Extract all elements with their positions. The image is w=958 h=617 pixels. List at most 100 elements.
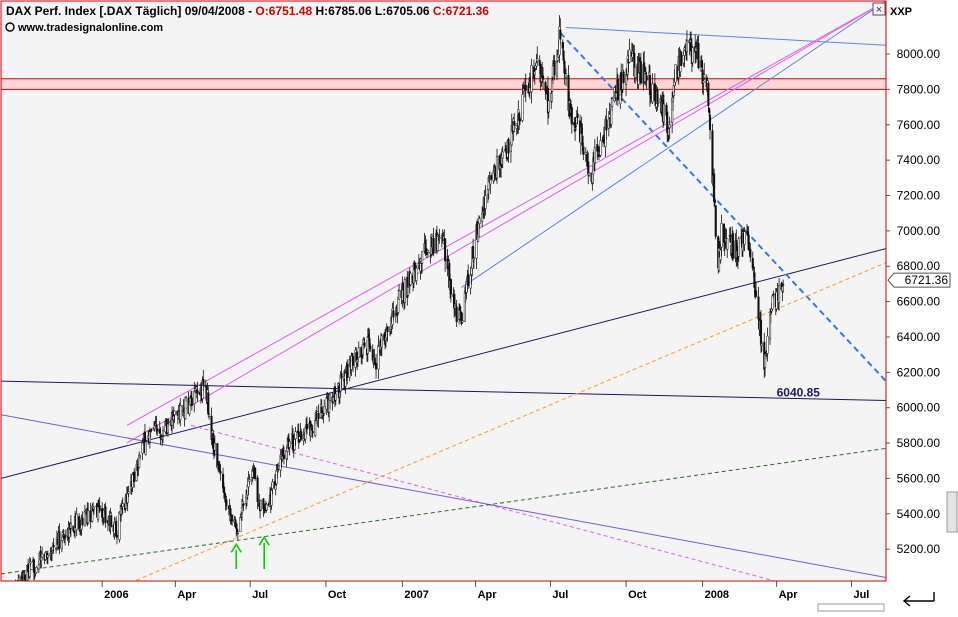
candle-body <box>668 124 671 129</box>
x-tick-label: 2008 <box>705 589 729 601</box>
candle-body <box>29 561 32 564</box>
candle-body <box>751 258 754 269</box>
candle-body <box>35 567 38 573</box>
header-low: L:6705.06 <box>375 4 430 18</box>
trendline-value-annotation: 6040.85 <box>777 385 821 399</box>
header-title: DAX Perf. Index [.DAX Täglich] 09/04/200… <box>6 4 489 18</box>
candle-body <box>639 61 642 84</box>
candle-body <box>340 373 343 379</box>
up-arrow-icon-0 <box>230 542 242 553</box>
candle-body <box>64 535 67 539</box>
close-button[interactable] <box>872 2 886 16</box>
candle-body <box>185 396 188 398</box>
candle-body <box>213 443 216 451</box>
candle-body <box>46 554 49 558</box>
candle-body <box>662 103 665 123</box>
candle-body <box>314 420 317 436</box>
plot-area[interactable] <box>1 1 886 581</box>
candle-body <box>702 80 705 83</box>
candle-body <box>357 347 360 358</box>
candle-body <box>551 79 554 92</box>
horizontal-scrollbar[interactable] <box>817 603 885 612</box>
y-tick-label: 6800.00 <box>897 259 941 273</box>
trendline-green-dashed-10 <box>1 447 886 575</box>
candle-body <box>305 424 309 430</box>
header-close: C:6721.36 <box>433 4 489 18</box>
y-tick-label: 7200.00 <box>897 189 941 203</box>
candle-body <box>685 40 689 52</box>
candle-body <box>782 284 785 286</box>
candle-body <box>190 397 193 407</box>
candle-body <box>87 510 90 524</box>
y-tick-label: 6600.00 <box>897 295 941 309</box>
candle-body <box>432 237 435 253</box>
candle-body <box>771 295 774 310</box>
candle-body <box>674 64 677 83</box>
candle-body <box>328 394 332 401</box>
candle-body <box>587 161 590 175</box>
candle-body <box>708 114 712 130</box>
candle-body <box>386 326 389 332</box>
candle-body <box>714 205 717 237</box>
candle-body <box>775 291 778 310</box>
candle-body <box>536 58 539 62</box>
candle-body <box>271 481 274 490</box>
candle-body <box>165 418 168 427</box>
vertical-scrollbar[interactable] <box>946 491 958 533</box>
candle-body <box>137 467 140 470</box>
candle-body <box>334 393 337 401</box>
candle-body <box>396 313 399 316</box>
candle-body <box>555 61 559 77</box>
candle-body <box>547 100 550 113</box>
arrow-layer <box>230 535 270 569</box>
candle-body <box>467 273 470 286</box>
candle-body <box>91 505 94 522</box>
last-price-box <box>887 272 951 288</box>
candle-body <box>524 85 527 91</box>
y-tick-label: 7600.00 <box>897 118 941 132</box>
y-tick-label: 8000.00 <box>897 47 941 61</box>
candle-body <box>478 218 481 224</box>
last-price-label: 6721.36 <box>905 273 949 287</box>
candle-body <box>559 29 562 40</box>
y-tick-label: 7000.00 <box>897 224 941 238</box>
candle-body <box>75 513 78 530</box>
candle-body <box>562 50 565 61</box>
candle-body <box>582 146 585 155</box>
y-tick-label: 7800.00 <box>897 82 941 96</box>
candle-body <box>518 118 522 122</box>
candle-body <box>380 335 383 348</box>
candle-body <box>311 430 314 434</box>
candle-body <box>240 507 244 514</box>
candle-body <box>356 359 360 362</box>
candle-body <box>194 385 197 388</box>
candle-body <box>98 505 101 512</box>
y-tick-label: 7400.00 <box>897 153 941 167</box>
candle-body <box>403 279 406 303</box>
candle-body <box>455 306 458 323</box>
candle-body <box>392 310 395 318</box>
candle-body <box>436 234 439 251</box>
candle-body <box>510 125 513 146</box>
candle-body <box>193 390 196 405</box>
chart-style-label[interactable]: XXP <box>890 6 912 18</box>
candle-body <box>495 156 499 179</box>
last-price-marker: 6721.36 <box>887 272 951 288</box>
candle-body <box>570 107 573 125</box>
x-tick-label: Apr <box>779 589 799 601</box>
candle-body <box>707 82 710 106</box>
candle-body <box>645 75 648 81</box>
candle-body <box>657 101 660 104</box>
candle-body <box>772 293 775 296</box>
candle-body <box>634 66 637 78</box>
trendline-light-blue-3 <box>566 27 886 46</box>
candle-body <box>766 335 769 354</box>
candle-body <box>513 121 516 126</box>
candle-body <box>194 388 197 391</box>
candle-body <box>361 344 364 356</box>
candle-body <box>323 406 326 414</box>
candle-body <box>490 175 493 180</box>
candle-body <box>778 285 781 303</box>
candle-body <box>196 390 199 394</box>
